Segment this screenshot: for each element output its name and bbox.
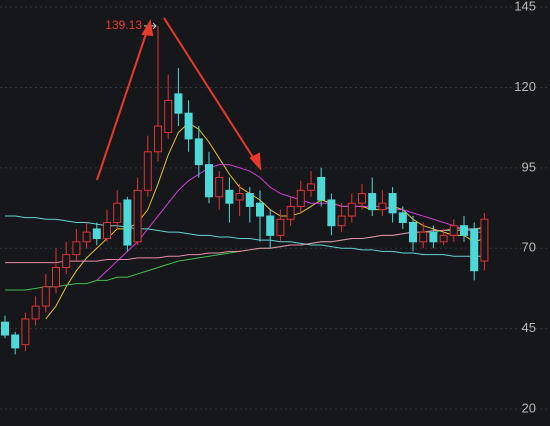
y-tick-label: 20 [522,400,536,415]
candle-body [154,125,162,153]
candle-body [92,228,101,240]
candle-body [1,321,9,336]
candle-body [480,218,489,262]
candle-body [215,176,224,198]
candle-body [276,218,285,236]
candle-body [174,93,183,114]
candle-body [82,231,91,243]
candle-body [286,205,295,220]
candle-body [470,228,479,272]
y-tick-label: 70 [522,240,536,255]
candle-body [398,212,407,223]
candle-body [439,234,448,243]
candle-body [225,189,234,204]
candle-body [143,151,152,191]
candle-body [429,231,438,243]
candle-body [378,202,387,211]
candle-body [296,189,305,207]
arrow-head [249,152,262,171]
y-tick-label: 120 [514,79,536,94]
y-tick-label: 95 [522,159,536,174]
candle-body [327,199,336,227]
up-arrow [96,27,149,181]
arrow-head [141,19,154,37]
candle-body [388,193,397,214]
candle-body [21,318,30,346]
candle-body [256,202,264,217]
candle-body [184,112,193,140]
candle-body [123,199,132,246]
down-arrow [163,17,257,163]
candle-body [62,254,71,268]
candle-body [133,189,142,243]
candles [1,25,489,355]
candle-body [103,221,111,240]
high-annotation: 139.13 [105,18,142,32]
candle-body [194,138,203,166]
candle-body [72,241,81,256]
candle-body [409,221,417,243]
candle-body [460,225,468,236]
candle-body [41,286,50,307]
y-tick-label: 145 [514,0,536,14]
candle-body [419,231,428,243]
candle-body [205,164,213,198]
candle-body [235,193,244,201]
axis-labels: 20 45 70 95 120 145 139.13 [105,0,536,415]
annotation-pointer-head [152,22,157,30]
y-tick-label: 45 [522,320,536,335]
candle-body [11,334,20,349]
candle-body [449,225,458,236]
ma-line [45,122,485,320]
ma-line [5,226,485,264]
ma-line [5,215,485,257]
candle-body [368,193,377,211]
candle-body [358,193,366,204]
candle-body [347,202,356,217]
grid [0,6,550,410]
candle-body [113,202,122,223]
candle-body [317,176,326,201]
candle-body [337,215,346,227]
candle-body [164,99,173,133]
candle-body [52,266,60,288]
candle-body [245,193,254,207]
candle-body [307,183,315,191]
trend-arrows [96,17,262,181]
candle-body [266,215,275,236]
candle-body [31,305,40,320]
